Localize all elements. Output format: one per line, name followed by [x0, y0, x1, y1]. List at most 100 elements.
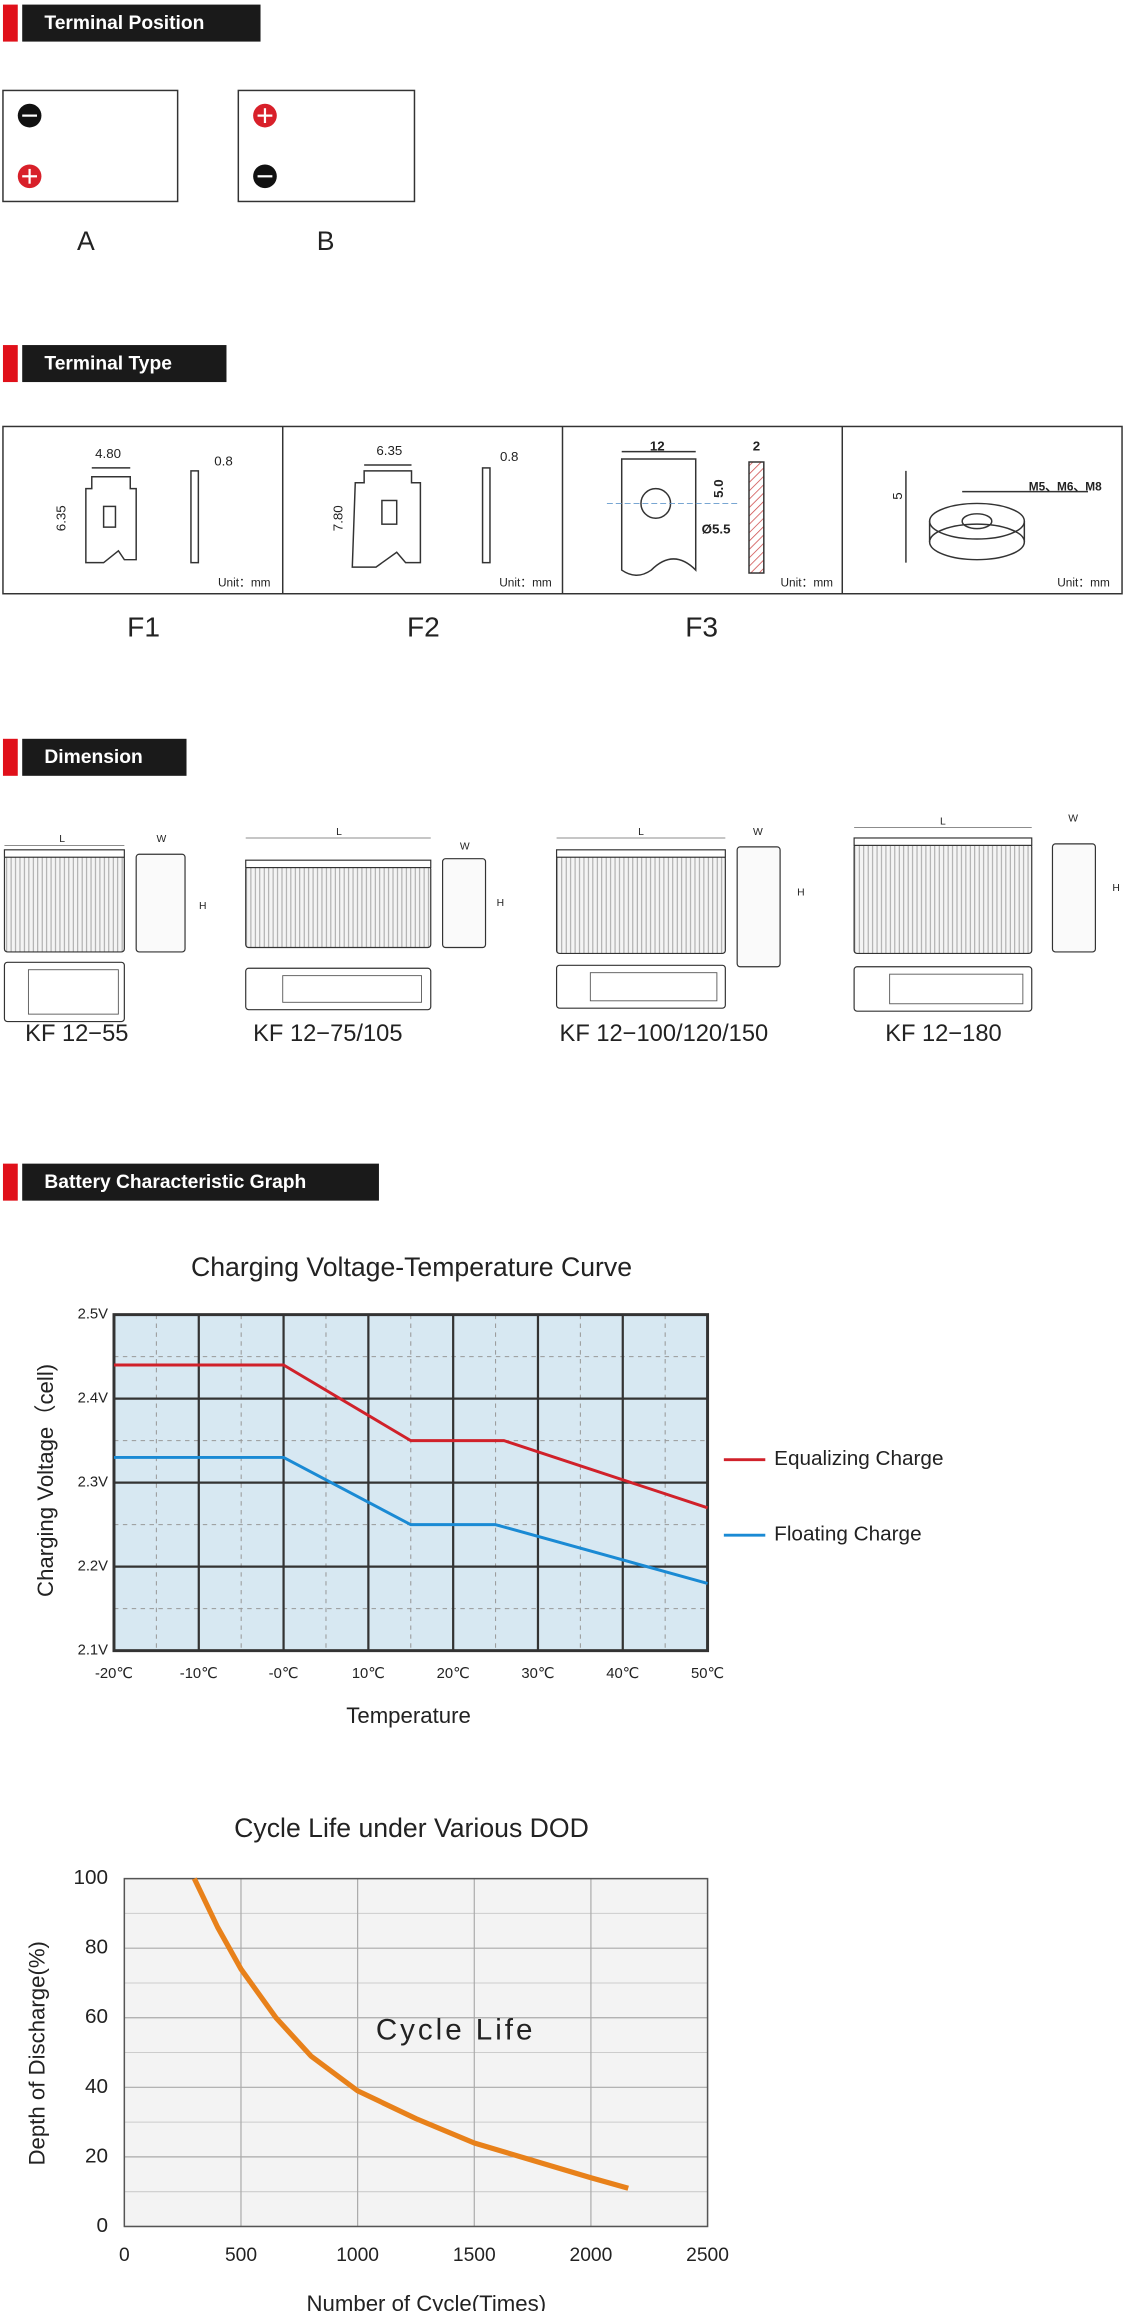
x-tick-label: 0	[119, 2245, 130, 2266]
x-tick-label: 2000	[570, 2245, 613, 2266]
battery-top-panel	[889, 973, 1024, 1005]
dimension-text: 7.80	[330, 505, 345, 531]
dimension-text: Ø5.5	[702, 522, 731, 537]
dimension-letter: H	[199, 901, 206, 912]
data-line	[113, 1455, 708, 1585]
battery-lid	[245, 859, 432, 869]
y-axis-label: Depth of Discharge(%)	[24, 1941, 49, 2165]
battery-top	[245, 967, 432, 1011]
terminal-type-label: F1	[127, 612, 160, 643]
dimension-letter: H	[797, 887, 804, 898]
unit-label: Unit：mm	[218, 576, 271, 590]
plot-frame	[112, 1313, 710, 1653]
terminal-type-diagram	[2, 425, 1123, 595]
model-label: KF 12−75/105	[253, 1021, 402, 1047]
dimension-text: 0.8	[214, 454, 233, 469]
y-tick-label: 2.2V	[78, 1559, 109, 1575]
y-tick-label: 2.5V	[78, 1307, 109, 1323]
dimension-text: 6.35	[54, 505, 69, 531]
plot-frame	[123, 1877, 709, 2228]
terminal-type-label: F2	[407, 612, 440, 643]
dimension-letter: L	[638, 827, 644, 838]
x-axis-label: Temperature	[346, 1703, 471, 1728]
y-tick-label: 2.3V	[78, 1475, 109, 1491]
dimension-text: 2	[753, 439, 760, 454]
y-tick-label: 0	[97, 2214, 109, 2237]
x-tick-label: 2500	[686, 2245, 729, 2266]
x-tick-label: 1500	[453, 2245, 496, 2266]
section-header: Terminal Type	[2, 345, 227, 383]
dimension-letter: W	[753, 827, 763, 838]
section-title: Dimension	[44, 747, 142, 768]
unit-label: Unit：mm	[1057, 576, 1110, 590]
battery-top-panel	[589, 972, 718, 1002]
chart-title: Charging Voltage-Temperature Curve	[191, 1252, 632, 1282]
legend-label: Equalizing Charge	[774, 1447, 943, 1470]
annotation: Cycle Life	[376, 2013, 536, 2046]
battery-side	[442, 858, 487, 949]
battery-top	[555, 964, 726, 1009]
data-line	[191, 1877, 629, 2191]
model-label: KF 12−180	[885, 1021, 1001, 1047]
x-tick-label: 10℃	[352, 1666, 385, 1682]
section-header: Terminal Position	[2, 4, 261, 42]
dimension-letter: W	[460, 842, 470, 853]
dimension-letter: W	[1068, 813, 1078, 824]
battery-top-panel	[282, 975, 422, 1003]
x-tick-label: -10℃	[180, 1666, 218, 1682]
dimension-letter: H	[1112, 883, 1119, 894]
battery-side	[1051, 843, 1096, 953]
legend-label: Floating Charge	[774, 1523, 921, 1546]
y-tick-label: 20	[85, 2144, 108, 2167]
dimension-text: 5	[890, 492, 905, 499]
x-tick-label: 50℃	[691, 1666, 724, 1682]
model-label: KF 12−100/120/150	[560, 1021, 769, 1047]
terminal-diagram	[2, 89, 416, 203]
dimension-text: M5、M6、M8	[1029, 479, 1102, 493]
section-title: Battery Characteristic Graph	[44, 1172, 306, 1193]
x-tick-label: 20℃	[437, 1666, 470, 1682]
dimension-text: 12	[650, 439, 665, 454]
battery-front	[555, 855, 726, 955]
battery-side	[736, 846, 781, 968]
battery-lid	[555, 849, 726, 858]
section-header: Battery Characteristic Graph	[2, 1163, 379, 1201]
dimension-letter: L	[59, 834, 65, 845]
x-tick-label: 40℃	[606, 1666, 639, 1682]
y-axis-label: Charging Voltage（cell)	[33, 1364, 58, 1597]
battery-top-panel	[27, 969, 119, 1015]
y-tick-label: 2.1V	[78, 1643, 109, 1659]
dimension-letter: W	[156, 834, 166, 845]
terminal-label: B	[317, 226, 335, 256]
dimension-text: 6.35	[376, 443, 402, 458]
battery-front	[853, 843, 1033, 955]
battery-top	[3, 961, 125, 1023]
charts: Charging Voltage-Temperature Curve Temper…	[24, 1252, 943, 2311]
data-line	[113, 1363, 709, 1510]
battery-top	[853, 966, 1033, 1012]
x-tick-label: 30℃	[521, 1666, 554, 1682]
y-tick-label: 40	[85, 2075, 108, 2098]
y-tick-label: 100	[73, 1866, 108, 1889]
section-header: Dimension	[2, 738, 187, 776]
terminal-type-label: F3	[685, 612, 718, 643]
battery-front	[245, 865, 432, 949]
section-title: Terminal Position	[44, 13, 204, 34]
x-tick-label: 1000	[336, 2245, 379, 2266]
dimension-text: 5.0	[711, 479, 726, 498]
dimension-letter: L	[940, 816, 946, 827]
x-tick-label: -0℃	[269, 1666, 299, 1682]
dimension-text: 0.8	[500, 449, 519, 464]
chart-title: Cycle Life under Various DOD	[234, 1813, 589, 1843]
y-tick-label: 2.4V	[78, 1391, 109, 1407]
unit-label: Unit：mm	[499, 576, 552, 590]
dimension-text: 4.80	[95, 446, 121, 461]
section-title: Terminal Type	[44, 353, 172, 374]
dimension-letter: L	[336, 827, 342, 838]
x-tick-label: 500	[225, 2245, 257, 2266]
y-tick-label: 80	[85, 1936, 108, 1959]
dimension-letter: H	[497, 898, 504, 909]
battery-lid	[853, 837, 1033, 846]
model-label: KF 12−55	[25, 1021, 128, 1047]
